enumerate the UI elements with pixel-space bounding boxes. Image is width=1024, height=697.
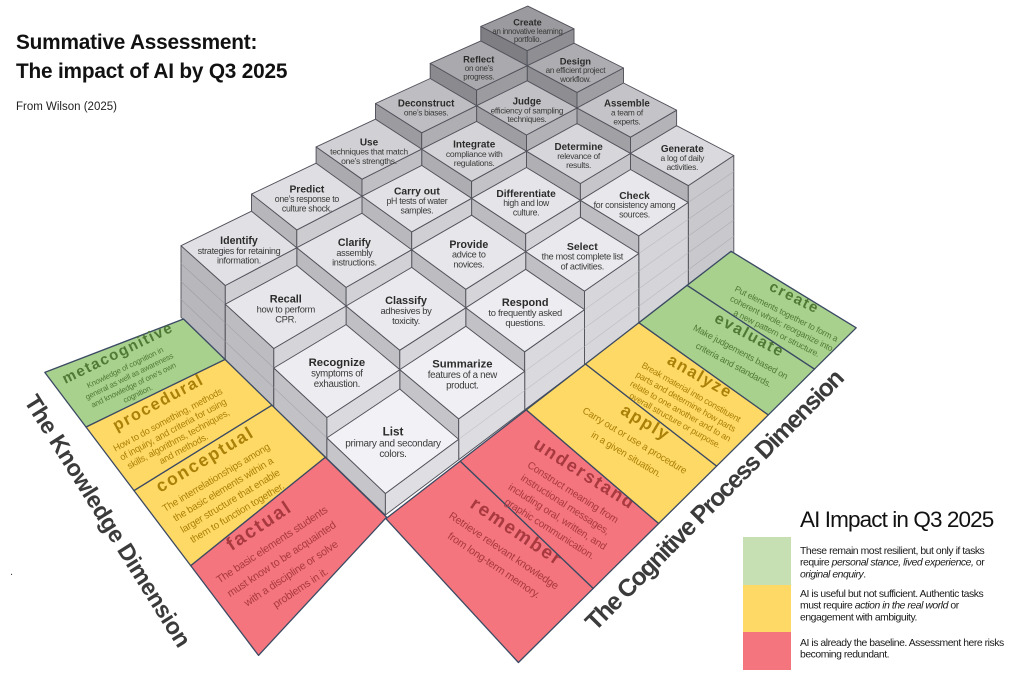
svg-text:samples.: samples. (400, 206, 433, 216)
svg-text:Respond: Respond (502, 297, 549, 309)
svg-text:an efficient project: an efficient project (546, 66, 607, 75)
svg-text:original enquiry.: original enquiry. (800, 569, 866, 580)
svg-text:Integrate: Integrate (453, 140, 496, 151)
svg-text:Determine: Determine (554, 142, 603, 153)
svg-text:Recall: Recall (270, 293, 302, 305)
svg-text:portfolio.: portfolio. (514, 35, 541, 44)
svg-text:regulations.: regulations. (454, 158, 495, 168)
svg-text:colors.: colors. (379, 449, 406, 460)
svg-text:engagement with ambiguity.: engagement with ambiguity. (800, 612, 917, 623)
svg-text:Clarify: Clarify (338, 237, 371, 249)
svg-text:primary and secondary: primary and secondary (345, 439, 441, 450)
svg-text:require personal stance, lived: require personal stance, lived experienc… (800, 558, 985, 569)
svg-text:of activities.: of activities. (561, 261, 604, 271)
svg-text:Differentiate: Differentiate (496, 189, 556, 200)
svg-text:relevance of: relevance of (557, 151, 601, 161)
svg-text:Provide: Provide (449, 239, 488, 251)
svg-text:culture shock.: culture shock. (282, 204, 332, 214)
svg-text:how to perform: how to perform (257, 303, 316, 314)
svg-text:instructions.: instructions. (332, 258, 377, 268)
svg-text:Select: Select (567, 241, 598, 253)
svg-text:Predict: Predict (289, 185, 324, 196)
svg-text:AI is useful but not sufficien: AI is useful but not sufficient. Authent… (800, 589, 984, 600)
svg-text:one’s biases.: one’s biases. (404, 108, 448, 118)
svg-text:Summative Assessment:: Summative Assessment: (16, 31, 257, 54)
svg-text:Generate: Generate (661, 144, 704, 155)
svg-text:a log of daily: a log of daily (661, 153, 706, 163)
svg-text:novices.: novices. (453, 259, 484, 269)
svg-text:adhesives by: adhesives by (380, 305, 432, 316)
svg-text:high and low: high and low (503, 198, 550, 208)
svg-text:a team of: a team of (611, 108, 644, 118)
svg-text:The impact of AI by Q3 2025: The impact of AI by Q3 2025 (16, 60, 287, 83)
svg-text:List: List (383, 426, 404, 439)
svg-text:Check: Check (619, 191, 650, 202)
svg-text:an innovative learning: an innovative learning (492, 27, 562, 36)
svg-text:Recognize: Recognize (309, 357, 366, 369)
svg-text:for consistency among: for consistency among (594, 200, 676, 210)
svg-text:strategies for retaining: strategies for retaining (198, 246, 281, 256)
svg-text:product.: product. (446, 380, 479, 391)
svg-text:sources.: sources. (619, 210, 650, 220)
svg-text:experts.: experts. (613, 116, 640, 126)
svg-text:AI is already the baseline. As: AI is already the baseline. Assessment h… (800, 638, 1004, 649)
svg-text:symptoms of: symptoms of (311, 368, 363, 379)
svg-text:information.: information. (217, 256, 261, 266)
svg-text:From Wilson (2025): From Wilson (2025) (16, 101, 117, 113)
svg-text:the most complete list: the most complete list (542, 252, 624, 262)
svg-text:Assemble: Assemble (604, 99, 650, 110)
svg-text:compliance with: compliance with (446, 149, 503, 159)
svg-text:on one’s: on one’s (465, 64, 493, 73)
svg-text:Judge: Judge (513, 96, 542, 107)
svg-text:efficiency of sampling: efficiency of sampling (491, 105, 564, 115)
svg-text:advice to: advice to (452, 250, 486, 260)
svg-text:Design: Design (560, 56, 592, 67)
svg-text:Summarize: Summarize (432, 359, 492, 371)
svg-text:Create: Create (513, 17, 542, 27)
svg-text:one’s response to: one’s response to (275, 194, 340, 204)
svg-text:CPR.: CPR. (275, 314, 296, 325)
svg-text:questions.: questions. (505, 317, 545, 328)
svg-text:These remain most resilient, b: These remain most resilient, but only if… (800, 546, 985, 557)
svg-text:techniques that match: techniques that match (330, 147, 408, 157)
svg-text:features of a new: features of a new (428, 370, 499, 381)
svg-text:workflow.: workflow. (559, 75, 591, 84)
svg-text:must require action in the rea: must require action in the real world or (800, 601, 960, 612)
svg-text:Reflect: Reflect (463, 53, 494, 64)
svg-text:Carry out: Carry out (394, 187, 440, 198)
svg-text:culture.: culture. (513, 208, 539, 218)
svg-text:one’s strengths.: one’s strengths. (341, 156, 397, 166)
svg-text:AI Impact in Q3 2025: AI Impact in Q3 2025 (800, 507, 994, 532)
svg-text:activities.: activities. (666, 162, 698, 172)
svg-text:assembly: assembly (336, 248, 373, 258)
svg-text:to frequently asked: to frequently asked (488, 307, 562, 318)
svg-text:progress.: progress. (463, 73, 494, 82)
svg-text:techniques.: techniques. (507, 114, 546, 124)
svg-text:becoming redundant.: becoming redundant. (800, 650, 889, 661)
svg-text:Classify: Classify (385, 295, 427, 307)
svg-text:.: . (10, 566, 13, 578)
svg-text:Use: Use (360, 138, 379, 149)
svg-text:toxicity.: toxicity. (392, 315, 420, 326)
svg-text:Identify: Identify (220, 235, 258, 247)
svg-text:Deconstruct: Deconstruct (398, 99, 455, 110)
svg-text:exhaustion.: exhaustion. (314, 379, 360, 390)
svg-text:results.: results. (566, 160, 591, 170)
svg-text:pH tests of water: pH tests of water (386, 196, 447, 206)
